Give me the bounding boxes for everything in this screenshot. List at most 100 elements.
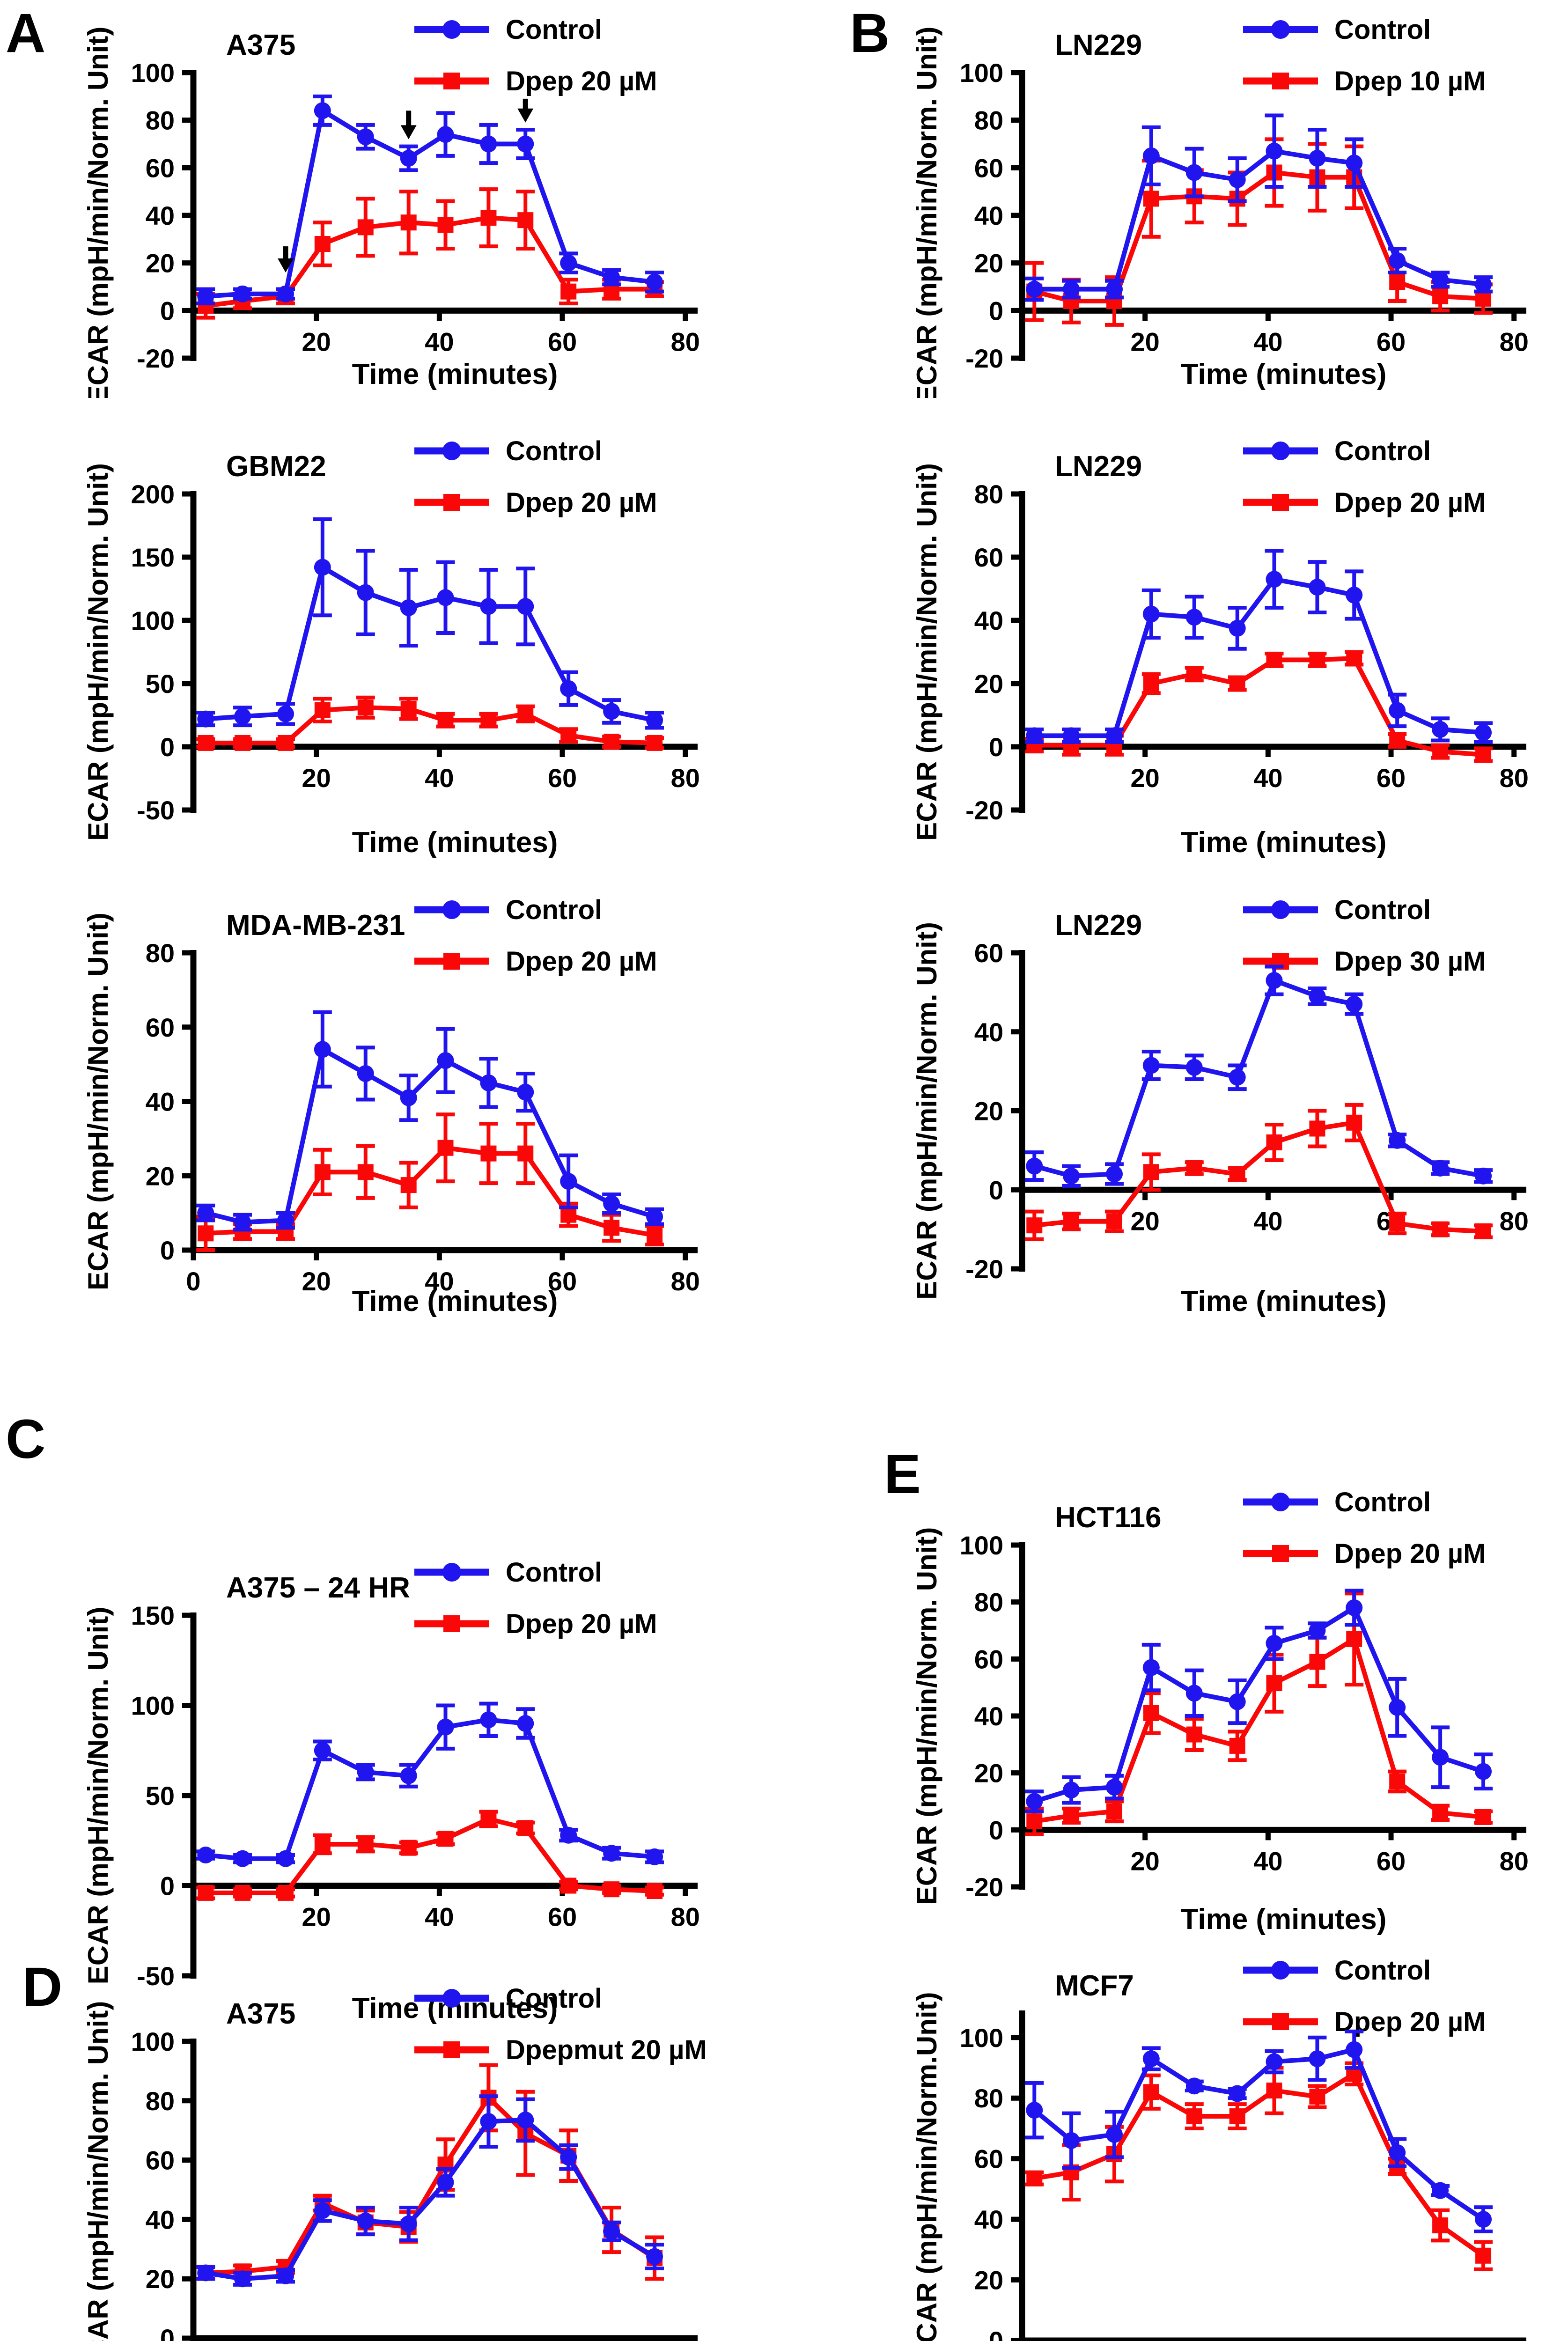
legend-label: Control — [1334, 1955, 1431, 1986]
y-tick-label: 80 — [146, 2086, 175, 2116]
data-point — [1266, 2083, 1282, 2099]
data-point — [1309, 2088, 1325, 2105]
data-point — [1026, 1813, 1043, 1830]
x-axis: 20 40 60 80 — [193, 744, 700, 793]
data-point — [235, 1885, 251, 1901]
data-point — [1106, 727, 1123, 744]
series-treatment — [1025, 650, 1493, 763]
y-axis-title: ECAR (mpH/min/Norm. Unit) — [911, 463, 942, 841]
data-point — [517, 598, 534, 615]
data-point — [1432, 721, 1449, 738]
data-point — [480, 135, 497, 153]
chart-title-A3: MDA-MB-231 — [226, 909, 405, 942]
data-point — [1346, 2041, 1363, 2058]
x-tick-label: 60 — [548, 327, 577, 356]
y-axis: -20 0 20 40 60 80 100 — [131, 58, 197, 373]
series-line — [1034, 148, 1484, 292]
data-point — [604, 734, 620, 750]
y-tick-label: 40 — [146, 2205, 175, 2234]
x-tick-label: 80 — [671, 763, 700, 793]
data-point — [517, 212, 534, 228]
legend-label: Dpep 20 µM — [506, 946, 657, 977]
data-point — [1475, 746, 1492, 763]
data-point — [1389, 702, 1406, 719]
legend-label: Control — [506, 1983, 602, 2014]
x-tick-label: 60 — [548, 763, 577, 793]
data-point — [480, 2113, 497, 2130]
y-tick-label: 40 — [974, 606, 1003, 635]
data-point — [646, 1208, 663, 1225]
y-axis: 0 20 40 60 80 — [146, 938, 197, 1265]
data-point — [437, 217, 454, 233]
data-point — [400, 1177, 417, 1193]
y-tick-label: 100 — [131, 1691, 175, 1721]
data-point — [314, 1164, 331, 1180]
legend: Control Dpep 20 µM — [1243, 1487, 1486, 1569]
data-point — [1389, 274, 1406, 290]
series-line — [205, 565, 655, 723]
legend-marker-circle — [442, 20, 461, 39]
legend-marker-circle — [442, 900, 461, 919]
data-point — [1229, 619, 1246, 637]
data-point — [1026, 2170, 1043, 2186]
data-point — [277, 705, 294, 722]
data-point — [1026, 2102, 1043, 2119]
data-point — [517, 1145, 534, 1162]
x-axis-title: Time (minutes) — [352, 1285, 558, 1318]
y-axis-title: ECAR (mpH/min/Norm. Unit) — [911, 1527, 942, 1905]
x-axis-title: Time (minutes) — [1181, 1903, 1387, 1936]
y-tick-label: 80 — [974, 106, 1003, 135]
data-point — [1309, 579, 1326, 596]
data-point — [1309, 987, 1326, 1005]
series-line — [205, 1047, 655, 1225]
data-point — [1475, 2211, 1492, 2228]
y-tick-label: 150 — [131, 543, 175, 572]
data-point — [437, 1052, 454, 1069]
data-point — [560, 1173, 577, 1190]
y-tick-label: 0 — [989, 732, 1003, 762]
y-tick-label: 40 — [974, 1701, 1003, 1731]
series-line — [1033, 1605, 1484, 1804]
data-point — [647, 1227, 663, 1244]
data-point — [234, 1214, 251, 1231]
data-point — [1266, 652, 1282, 668]
y-axis: -20 0 20 40 60 — [965, 938, 1025, 1284]
panel-label-b: B — [850, 2, 891, 64]
data-point — [1389, 1699, 1406, 1716]
legend: Control Dpep 10 µM — [1243, 15, 1486, 96]
data-point — [1229, 2108, 1245, 2125]
data-point — [198, 1225, 214, 1242]
data-point — [197, 2264, 214, 2282]
data-point — [560, 727, 577, 744]
x-tick-label: 20 — [302, 1902, 331, 1932]
data-point — [1432, 1221, 1449, 1237]
series-control — [196, 517, 664, 730]
y-axis: -20 0 20 40 60 80 — [965, 479, 1025, 825]
data-point — [1346, 155, 1363, 172]
injection-arrow — [278, 246, 294, 272]
series-control — [1025, 2029, 1493, 2233]
data-point — [1026, 1157, 1043, 1175]
data-point — [400, 1840, 417, 1856]
x-tick-label: 80 — [671, 1902, 700, 1932]
x-tick-label: 80 — [671, 1266, 700, 1296]
series-line — [1034, 170, 1484, 303]
y-tick-label: 200 — [131, 479, 175, 509]
data-point — [1432, 271, 1449, 288]
x-tick-label: 80 — [671, 327, 700, 356]
data-point — [1063, 1213, 1080, 1229]
data-point — [1143, 1164, 1159, 1180]
legend-marker-circle — [442, 442, 461, 460]
data-point — [278, 1885, 294, 1901]
y-tick-label: 60 — [974, 543, 1003, 572]
data-point — [1266, 142, 1283, 160]
data-point — [1185, 609, 1203, 626]
data-point — [1475, 1167, 1492, 1185]
x-axis-title: Time (minutes) — [352, 826, 558, 859]
x-tick-label: 40 — [425, 327, 454, 356]
x-tick-label: 20 — [1131, 1206, 1160, 1236]
series-control — [196, 1010, 664, 1232]
series-treatment — [1025, 137, 1493, 327]
